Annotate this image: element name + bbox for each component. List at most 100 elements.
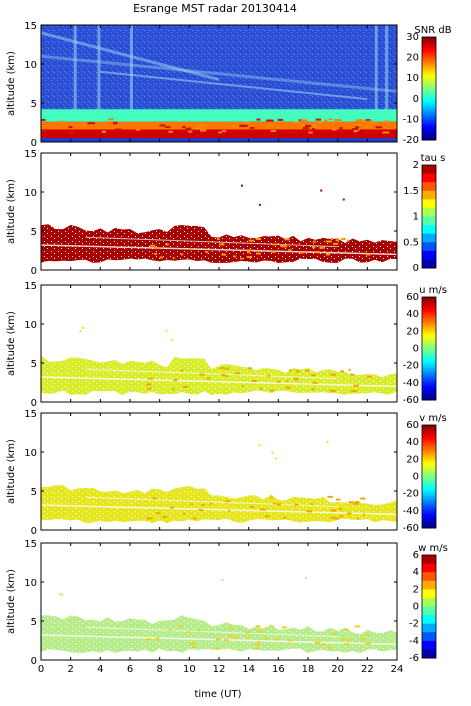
colorbar-step (422, 309, 436, 313)
colorbar-step (422, 301, 436, 304)
snr-echo (266, 124, 273, 127)
snr-echo (328, 118, 333, 121)
colorbar-tick-label: 60 (406, 292, 419, 303)
echo-gaps (41, 224, 397, 263)
colorbar-step (422, 342, 436, 345)
colorbar-step (422, 433, 436, 437)
snr-streak (41, 54, 397, 93)
colorbar-step (422, 99, 436, 102)
colorbar-tick-label: 30 (406, 32, 419, 43)
snr-echo (185, 127, 191, 130)
echo-variation (201, 503, 205, 506)
echo-variation (221, 253, 227, 256)
colorbar-tick-label: -60 (403, 395, 419, 406)
colorbar-step (422, 124, 436, 128)
echo-variation (255, 238, 262, 241)
echo-variation (282, 516, 287, 519)
colorbar-step (422, 335, 436, 339)
colorbar-step (422, 431, 436, 435)
echo-variation (254, 647, 258, 650)
snr-echo (308, 131, 313, 134)
snr-echo (333, 119, 342, 122)
colorbar-step (422, 455, 436, 458)
colorbar-step (422, 487, 436, 490)
colorbar-step (422, 378, 436, 382)
colorbar-step (422, 397, 436, 401)
colorbar-step (422, 131, 436, 135)
y-tick-label: 15 (24, 539, 37, 550)
colorbar-tick-label: 20 (406, 454, 419, 465)
colorbar-step (422, 122, 436, 126)
snr-echo (353, 130, 358, 133)
echo-variation (332, 242, 339, 245)
y-tick-label: 10 (24, 320, 37, 331)
snr-stripe (97, 25, 101, 111)
colorbar-step (422, 52, 436, 55)
colorbar-step (422, 297, 436, 300)
colorbar-tick-label: 20 (406, 326, 419, 337)
snr-echo (317, 121, 323, 124)
echo-variation (284, 238, 290, 241)
colorbar-step (422, 116, 436, 120)
colorbar-step (422, 384, 436, 388)
y-tick-label: 0 (31, 266, 37, 277)
echo-variation (348, 368, 351, 371)
colorbar-step (422, 387, 436, 390)
colorbar-step (422, 365, 436, 369)
colorbar-step (422, 380, 436, 384)
echo-variation (296, 370, 300, 373)
colorbar-step (422, 314, 436, 317)
colorbar-step (422, 510, 436, 514)
colorbar-step (422, 133, 436, 137)
echo-variation (264, 627, 268, 630)
colorbar-step (422, 346, 436, 349)
colorbar-tick-label: 0.5 (403, 237, 419, 248)
echo-gap-line (41, 504, 397, 516)
x-tick-label: 14 (242, 664, 255, 675)
y-tick-label: 15 (24, 281, 37, 292)
snr-echo (356, 124, 362, 127)
snr-echo (222, 130, 227, 133)
echo-variation (335, 239, 339, 242)
colorbar-step (422, 476, 436, 480)
colorbar-step (422, 316, 436, 319)
colorbar-step (422, 114, 436, 117)
y-tick-label: 5 (31, 227, 37, 238)
snr-echo (114, 128, 122, 131)
echo-variation (205, 251, 209, 254)
heatmap-v (41, 413, 397, 530)
echo-variation (233, 255, 237, 258)
echo-variation (239, 257, 243, 260)
colorbar-step (422, 339, 436, 343)
echo-variation (311, 388, 315, 391)
colorbar-step (422, 446, 436, 450)
colorbar-step (422, 225, 436, 235)
echo-variation (288, 369, 292, 372)
colorbar-step (422, 372, 436, 375)
echo-point (79, 330, 82, 333)
colorbar-tick-label: -2 (409, 619, 419, 630)
colorbar-step (422, 62, 436, 66)
echo-gap-line (85, 368, 338, 380)
colorbar-step (422, 632, 436, 642)
snr-echo (200, 129, 207, 132)
colorbar-step (422, 45, 436, 49)
colorbar-step (422, 350, 436, 354)
colorbar-step (422, 580, 436, 590)
colorbar-step (422, 43, 436, 47)
colorbar-step (422, 37, 436, 40)
colorbar-step (422, 363, 436, 367)
colorbar-label: u m/s (419, 285, 447, 296)
echo-variation (332, 632, 337, 635)
snr-echo (298, 119, 302, 122)
snr-echo (188, 130, 193, 133)
panel-u: 0 5 10 15 altitude (km) u m/s60 40 20 0 -20 -40 -60 (6, 281, 447, 409)
snr-echo (366, 120, 374, 123)
colorbar-step (422, 84, 436, 87)
colorbar-step (422, 307, 436, 311)
x-tick-label: 24 (391, 664, 404, 675)
echo-variation (346, 239, 349, 242)
snr-echo (363, 125, 372, 128)
snr-echo (323, 119, 328, 122)
